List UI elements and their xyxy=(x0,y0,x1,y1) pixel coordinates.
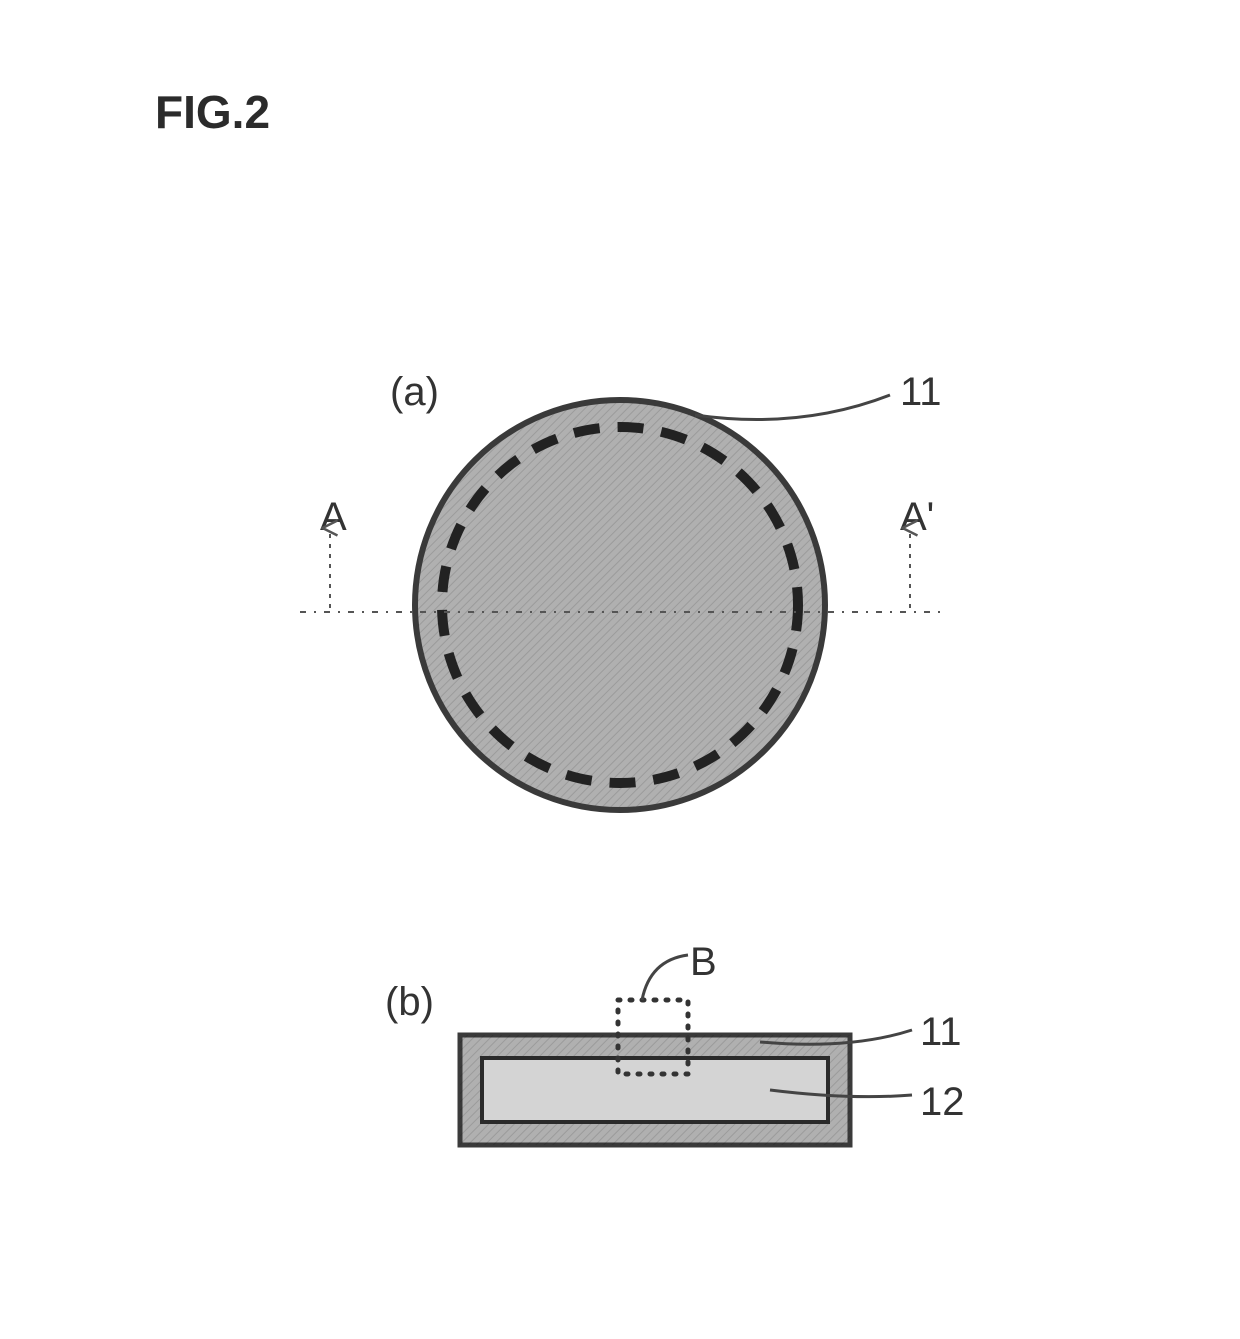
diagram-svg xyxy=(0,0,1240,1339)
panel-a-top-view xyxy=(300,395,940,810)
panel-b-cross-section xyxy=(460,955,912,1145)
figure-page: FIG.2 (a) A A' 11 (b) B 11 12 xyxy=(0,0,1240,1339)
leader-11-a xyxy=(695,395,890,420)
leader-b xyxy=(642,955,688,1000)
